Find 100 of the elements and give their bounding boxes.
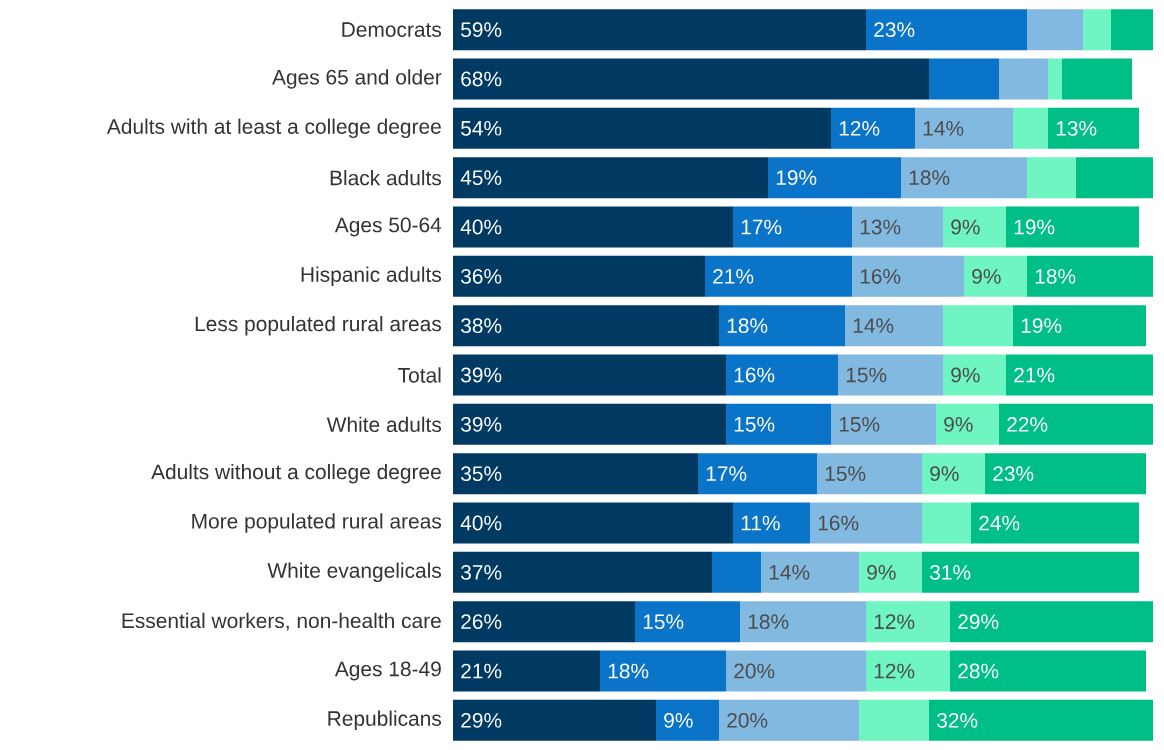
bar	[859, 699, 930, 741]
bar	[453, 453, 698, 495]
bar	[838, 354, 944, 396]
data-label: 35%	[461, 466, 502, 482]
bar	[698, 453, 817, 495]
y-tick-label: Essential workers, non-health care	[122, 612, 441, 631]
data-label: 21%	[461, 663, 502, 679]
bar	[726, 403, 831, 445]
bar	[936, 403, 1000, 445]
bar	[943, 305, 1014, 347]
data-label: 29%	[461, 712, 502, 728]
data-label: 18%	[909, 170, 950, 186]
data-label: 36%	[461, 268, 502, 284]
data-label: 14%	[923, 121, 964, 136]
bar	[719, 305, 845, 347]
data-label: 9%	[972, 268, 1001, 284]
data-label: 9%	[951, 219, 980, 235]
bar	[453, 58, 930, 100]
data-label: 9%	[944, 416, 973, 432]
data-label: 40%	[460, 219, 502, 235]
data-label: 20%	[734, 663, 775, 679]
y-tick-label: Ages 50-64	[334, 217, 442, 237]
bar	[453, 206, 733, 248]
bar	[453, 9, 867, 51]
bar	[985, 453, 1147, 495]
data-label: 24%	[979, 515, 1020, 531]
bar	[901, 157, 1028, 199]
data-label: 11%	[741, 515, 780, 531]
data-label: 19%	[1014, 219, 1055, 235]
bar	[453, 305, 719, 347]
bar	[726, 650, 867, 692]
data-label: 28%	[958, 663, 999, 679]
bar	[733, 206, 852, 248]
bar	[929, 58, 1000, 100]
bar	[600, 650, 726, 692]
bar	[810, 502, 923, 544]
data-label: 18%	[1035, 268, 1076, 284]
bar	[1027, 157, 1077, 199]
data-label: 20%	[727, 712, 768, 728]
data-label: 15%	[825, 466, 866, 482]
data-label: 15%	[643, 614, 684, 630]
bar	[831, 107, 916, 149]
data-label: 16%	[860, 268, 901, 284]
bar	[943, 206, 1007, 248]
data-label: 14%	[769, 565, 810, 580]
data-label: 23%	[874, 22, 915, 38]
bar	[950, 601, 1154, 643]
y-tick-label: Black adults	[330, 169, 442, 186]
bar	[719, 699, 860, 741]
bar	[453, 107, 831, 149]
y-tick-label: Total	[398, 367, 441, 383]
data-label: 9%	[867, 564, 896, 580]
data-label: 9%	[664, 712, 693, 728]
bar	[866, 9, 1028, 51]
bar	[635, 601, 740, 643]
bar	[999, 58, 1049, 100]
bar	[1048, 58, 1063, 100]
data-label: 68%	[461, 71, 502, 87]
bar	[768, 157, 902, 199]
data-label: 12%	[874, 663, 915, 679]
bar	[1006, 206, 1140, 248]
data-label: 37%	[461, 564, 502, 580]
data-label: 19%	[776, 170, 817, 186]
bar	[761, 551, 860, 593]
data-label: 13%	[860, 219, 901, 235]
data-label: 38%	[461, 318, 502, 334]
data-label: 15%	[734, 416, 775, 432]
bar	[859, 551, 923, 593]
data-label: 21%	[713, 268, 754, 284]
bar	[845, 305, 944, 347]
data-label: 18%	[608, 663, 649, 679]
bar	[1013, 107, 1049, 149]
data-label: 26%	[461, 614, 502, 630]
data-label: 39%	[461, 367, 502, 383]
y-tick-label: Less populated rural areas	[195, 315, 442, 336]
bar	[922, 453, 986, 495]
y-tick-label: White evangelicals	[267, 562, 442, 583]
bar	[705, 255, 853, 297]
bar	[1076, 157, 1154, 199]
bar	[1027, 255, 1154, 297]
y-tick-label: Republicans	[328, 710, 442, 731]
bar	[1048, 107, 1140, 149]
data-label: 13%	[1056, 120, 1097, 136]
bar	[817, 453, 923, 495]
bar	[1006, 354, 1154, 396]
data-label: 18%	[727, 318, 768, 334]
data-label: 39%	[461, 416, 502, 432]
y-tick-label: White adults	[326, 416, 442, 433]
y-tick-label: More populated rural areas	[192, 513, 442, 533]
bar	[453, 551, 712, 593]
bar	[1083, 9, 1112, 51]
data-label: 29%	[958, 614, 999, 630]
data-label: 18%	[748, 614, 789, 630]
y-tick-label: Adults with at least a college degree	[106, 118, 441, 139]
data-label: 16%	[818, 515, 859, 531]
bar	[453, 650, 600, 692]
bar	[866, 650, 951, 692]
bar	[712, 551, 761, 593]
bar	[999, 403, 1154, 445]
bar	[1062, 58, 1133, 100]
